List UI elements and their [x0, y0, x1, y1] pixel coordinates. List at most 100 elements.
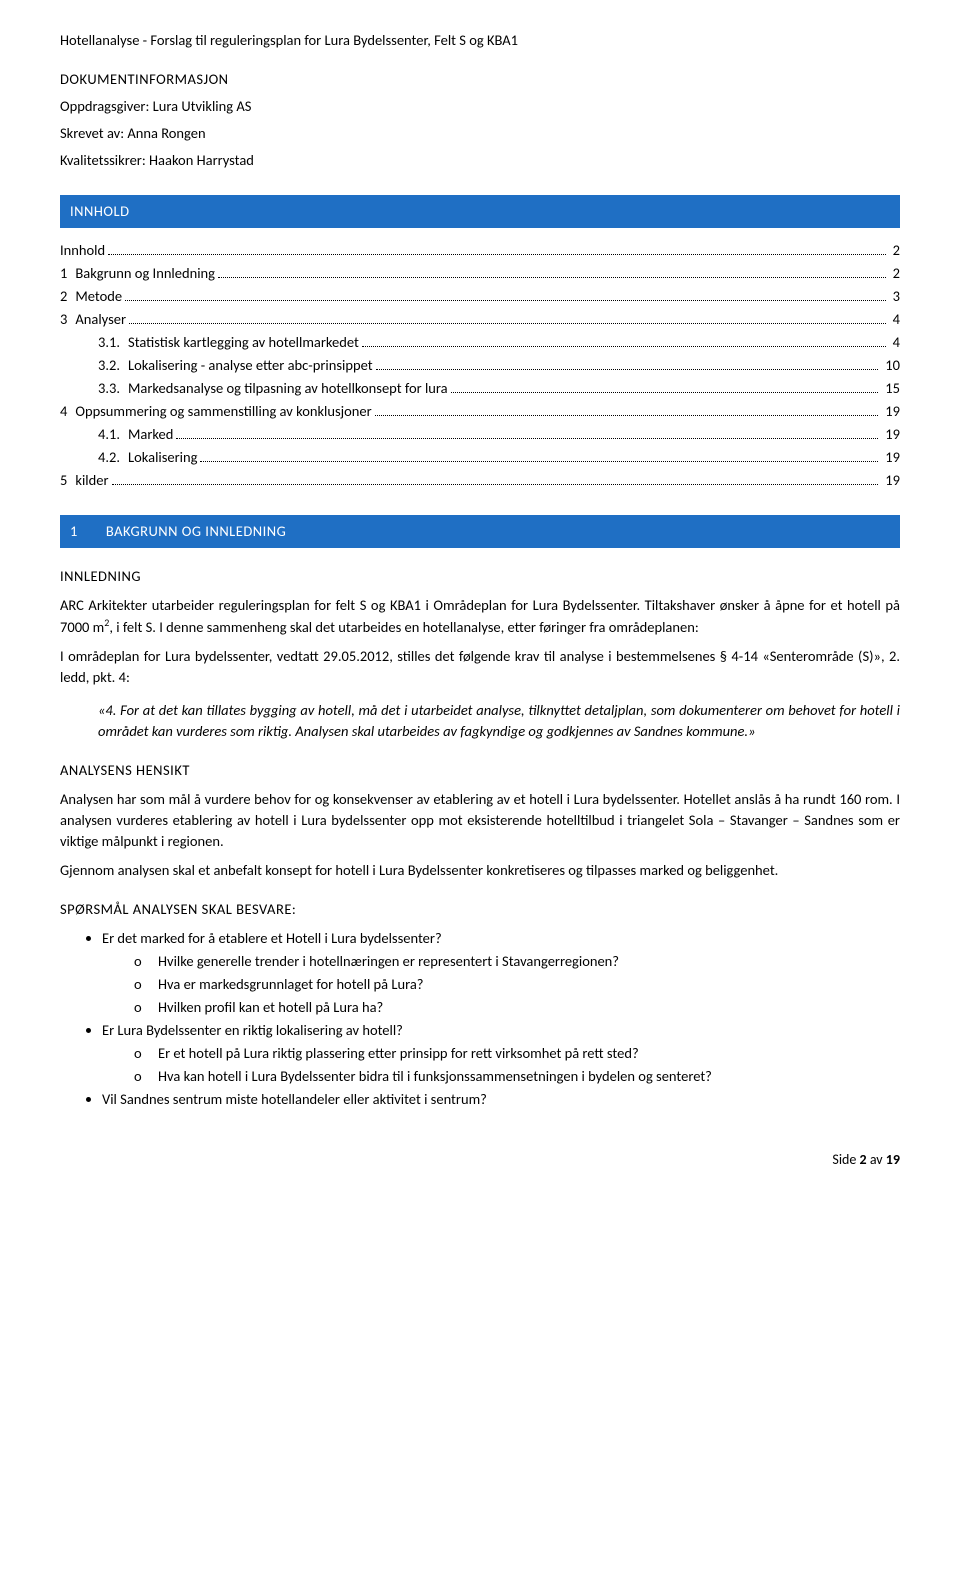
toc-number: 4.2. — [98, 447, 128, 468]
toc-leader-dots — [112, 484, 879, 485]
document-title: Hotellanalyse - Forslag til reguleringsp… — [60, 30, 900, 51]
subhead-innledning: INNLEDNING — [60, 566, 900, 587]
toc-page-number: 19 — [881, 447, 900, 468]
para-innledning-1: ARC Arkitekter utarbeider reguleringspla… — [60, 595, 900, 638]
question-2-sublist: Er et hotell på Lura riktig plassering e… — [134, 1043, 900, 1087]
subhead-sporsmal: SPØRSMÅL ANALYSEN SKAL BESVARE: — [60, 899, 900, 920]
para-innledning-2: I områdeplan for Lura bydelssenter, vedt… — [60, 646, 900, 688]
toc-row[interactable]: 4.1.Marked19 — [60, 424, 900, 445]
toc-page-number: 2 — [889, 240, 900, 261]
toc-leader-dots — [218, 277, 886, 278]
docinfo-qa-value: Haakon Harrystad — [149, 151, 254, 169]
para-hensikt-1: Analysen har som mål å vurdere behov for… — [60, 789, 900, 852]
toc-row[interactable]: 4.2.Lokalisering 19 — [60, 447, 900, 468]
docinfo-author-label: Skrevet av: — [60, 124, 127, 142]
question-3: Vil Sandnes sentrum miste hotellandeler … — [102, 1089, 900, 1110]
toc-page-number: 2 — [889, 263, 900, 284]
docinfo-client-label: Oppdragsgiver: — [60, 97, 153, 115]
toc-label: Analyser — [75, 309, 126, 330]
question-1b-text: Hva er markedsgrunnlaget for hotell på L… — [158, 975, 424, 993]
toc-leader-dots — [176, 438, 878, 439]
toc-number: 3.2. — [98, 355, 128, 376]
question-1a-text: Hvilke generelle trender i hotellnæringe… — [158, 952, 619, 970]
toc-label: Lokalisering - analyse etter abc-prinsip… — [128, 355, 373, 376]
quote-block: «4. For at det kan tillates bygging av h… — [98, 700, 900, 742]
subhead-hensikt: ANALYSENS HENSIKT — [60, 760, 900, 781]
toc-row[interactable]: 3.2.Lokalisering - analyse etter abc-pri… — [60, 355, 900, 376]
innhold-banner-text: INNHOLD — [70, 201, 130, 222]
footer-of: av — [867, 1151, 886, 1168]
toc-label: Innhold — [60, 240, 105, 261]
question-1a: Hvilke generelle trender i hotellnæringe… — [134, 951, 900, 972]
docinfo-author-value: Anna Rongen — [127, 124, 205, 142]
toc-label: Bakgrunn og Innledning — [75, 263, 215, 284]
question-1c: Hvilken profil kan et hotell på Lura ha? — [134, 997, 900, 1018]
docinfo-qa-label: Kvalitetssikrer: — [60, 151, 149, 169]
toc-leader-dots — [375, 415, 879, 416]
docinfo-heading: DOKUMENTINFORMASJON — [60, 69, 900, 90]
footer-current-page: 2 — [860, 1151, 867, 1168]
toc-row[interactable]: 3.3.Markedsanalyse og tilpasning av hote… — [60, 378, 900, 399]
toc-label: Marked — [128, 424, 173, 445]
footer-total-pages: 19 — [886, 1151, 900, 1168]
toc-page-number: 19 — [881, 401, 900, 422]
docinfo-qa: Kvalitetssikrer: Haakon Harrystad — [60, 150, 900, 171]
toc-row[interactable]: 3Analyser 4 — [60, 309, 900, 330]
question-2b-text: Hva kan hotell i Lura Bydelssenter bidra… — [158, 1067, 712, 1085]
toc-label: kilder — [75, 470, 108, 491]
docinfo-author: Skrevet av: Anna Rongen — [60, 123, 900, 144]
toc-number: 2 — [60, 286, 75, 307]
section1-banner: 1 BAKGRUNN OG INNLEDNING — [60, 515, 900, 548]
table-of-contents: Innhold21Bakgrunn og Innledning22Metode3… — [60, 240, 900, 491]
question-3-text: Vil Sandnes sentrum miste hotellandeler … — [102, 1090, 487, 1108]
toc-row[interactable]: Innhold 2 — [60, 240, 900, 261]
toc-leader-dots — [376, 369, 879, 370]
question-list: Er det marked for å etablere et Hotell i… — [102, 928, 900, 1110]
section1-number: 1 — [70, 521, 78, 542]
toc-number: 3.3. — [98, 378, 128, 399]
toc-page-number: 19 — [881, 470, 900, 491]
toc-leader-dots — [125, 300, 886, 301]
quote-text: For at det kan tillates bygging av hotel… — [98, 701, 900, 740]
toc-row[interactable]: 5kilder 19 — [60, 470, 900, 491]
toc-label: Lokalisering — [128, 447, 197, 468]
docinfo-client-value: Lura Utvikling AS — [153, 97, 252, 115]
toc-row[interactable]: 2Metode 3 — [60, 286, 900, 307]
quote-paragraph: «4. For at det kan tillates bygging av h… — [98, 700, 900, 742]
question-1b: Hva er markedsgrunnlaget for hotell på L… — [134, 974, 900, 995]
toc-number: 4 — [60, 401, 75, 422]
question-2: Er Lura Bydelssenter en riktig lokaliser… — [102, 1020, 900, 1087]
toc-leader-dots — [200, 461, 878, 462]
page-footer: Side 2 av 19 — [60, 1150, 900, 1170]
question-2a-text: Er et hotell på Lura riktig plassering e… — [158, 1044, 639, 1062]
docinfo-client: Oppdragsgiver: Lura Utvikling AS — [60, 96, 900, 117]
toc-leader-dots — [451, 392, 879, 393]
toc-label: Oppsummering og sammenstilling av konklu… — [75, 401, 371, 422]
toc-label: Markedsanalyse og tilpasning av hotellko… — [128, 378, 448, 399]
toc-row[interactable]: 4Oppsummering og sammenstilling av konkl… — [60, 401, 900, 422]
question-1c-text: Hvilken profil kan et hotell på Lura ha? — [158, 998, 383, 1016]
section1-title: BAKGRUNN OG INNLEDNING — [106, 521, 286, 542]
toc-number: 5 — [60, 470, 75, 491]
toc-row[interactable]: 1Bakgrunn og Innledning 2 — [60, 263, 900, 284]
toc-leader-dots — [362, 346, 886, 347]
toc-leader-dots — [129, 323, 886, 324]
toc-page-number: 3 — [889, 286, 900, 307]
footer-prefix: Side — [832, 1151, 859, 1168]
para-hensikt-2: Gjennom analysen skal et anbefalt konsep… — [60, 860, 900, 881]
toc-page-number: 4 — [889, 309, 900, 330]
question-1: Er det marked for å etablere et Hotell i… — [102, 928, 900, 1018]
para-innledning-1b: , i felt S. I denne sammenheng skal det … — [109, 618, 698, 636]
toc-page-number: 4 — [889, 332, 900, 353]
toc-number: 3.1. — [98, 332, 128, 353]
toc-number: 3 — [60, 309, 75, 330]
toc-label: Metode — [75, 286, 122, 307]
toc-number: 1 — [60, 263, 75, 284]
question-1-text: Er det marked for å etablere et Hotell i… — [102, 929, 442, 947]
innhold-banner: INNHOLD — [60, 195, 900, 228]
question-2a: Er et hotell på Lura riktig plassering e… — [134, 1043, 900, 1064]
question-2-text: Er Lura Bydelssenter en riktig lokaliser… — [102, 1021, 403, 1039]
toc-page-number: 19 — [881, 424, 900, 445]
toc-page-number: 10 — [881, 355, 900, 376]
toc-row[interactable]: 3.1.Statistisk kartlegging av hotellmark… — [60, 332, 900, 353]
